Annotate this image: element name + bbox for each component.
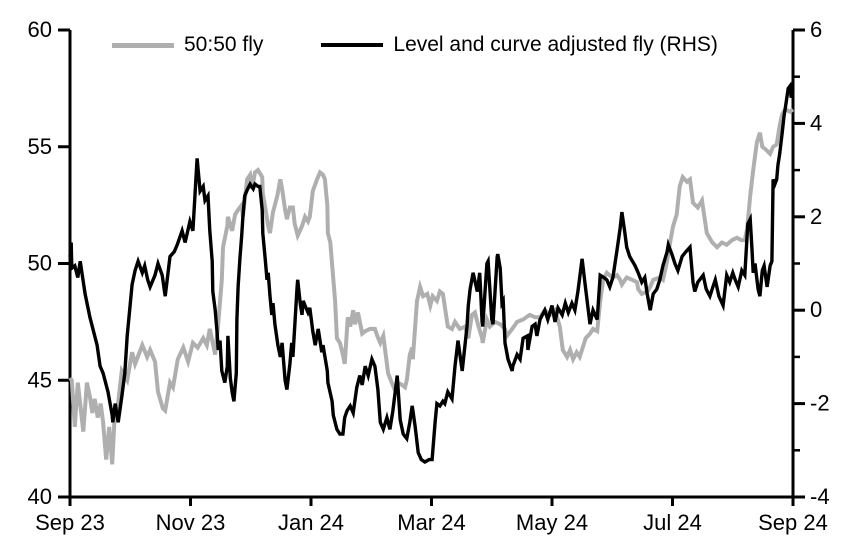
left-axis-tick-label: 50: [28, 251, 52, 276]
right-axis-tick-label: 0: [810, 297, 822, 322]
legend-label: 50:50 fly: [184, 33, 264, 56]
left-axis-tick-label: 40: [28, 484, 52, 509]
left-axis-tick-label: 55: [28, 134, 52, 159]
legend-item-50-50-fly: 50:50 fly: [112, 32, 263, 58]
x-axis-tick-label: Nov 23: [156, 510, 226, 535]
legend-item-level-curve-adjusted-fly: Level and curve adjusted fly (RHS): [321, 32, 718, 58]
x-axis-tick-label: Sep 24: [758, 510, 828, 535]
legend-label: Level and curve adjusted fly (RHS): [393, 33, 718, 56]
left-axis-tick-label: 45: [28, 367, 52, 392]
legend-swatch-gray-line: [112, 42, 174, 48]
x-axis-tick-label: May 24: [516, 510, 588, 535]
legend: 50:50 fly Level and curve adjusted fly (…: [112, 32, 718, 58]
series-line-level-and-curve-adjusted-fly: [68, 81, 795, 464]
series-line-50-50-fly: [68, 106, 795, 465]
right-axis-tick-label: 4: [810, 110, 822, 135]
left-axis-tick-label: 60: [28, 17, 52, 42]
x-axis-tick-label: Sep 23: [35, 510, 105, 535]
x-axis-tick-label: Mar 24: [397, 510, 465, 535]
x-axis-tick-label: Jan 24: [278, 510, 344, 535]
right-axis-tick-label: -2: [810, 391, 830, 416]
legend-swatch-black-line: [321, 43, 384, 47]
right-axis-tick-label: 6: [810, 17, 822, 42]
x-axis-tick-label: Jul 24: [643, 510, 702, 535]
right-axis-tick-label: 2: [810, 204, 822, 229]
right-axis-tick-label: -4: [810, 484, 830, 509]
